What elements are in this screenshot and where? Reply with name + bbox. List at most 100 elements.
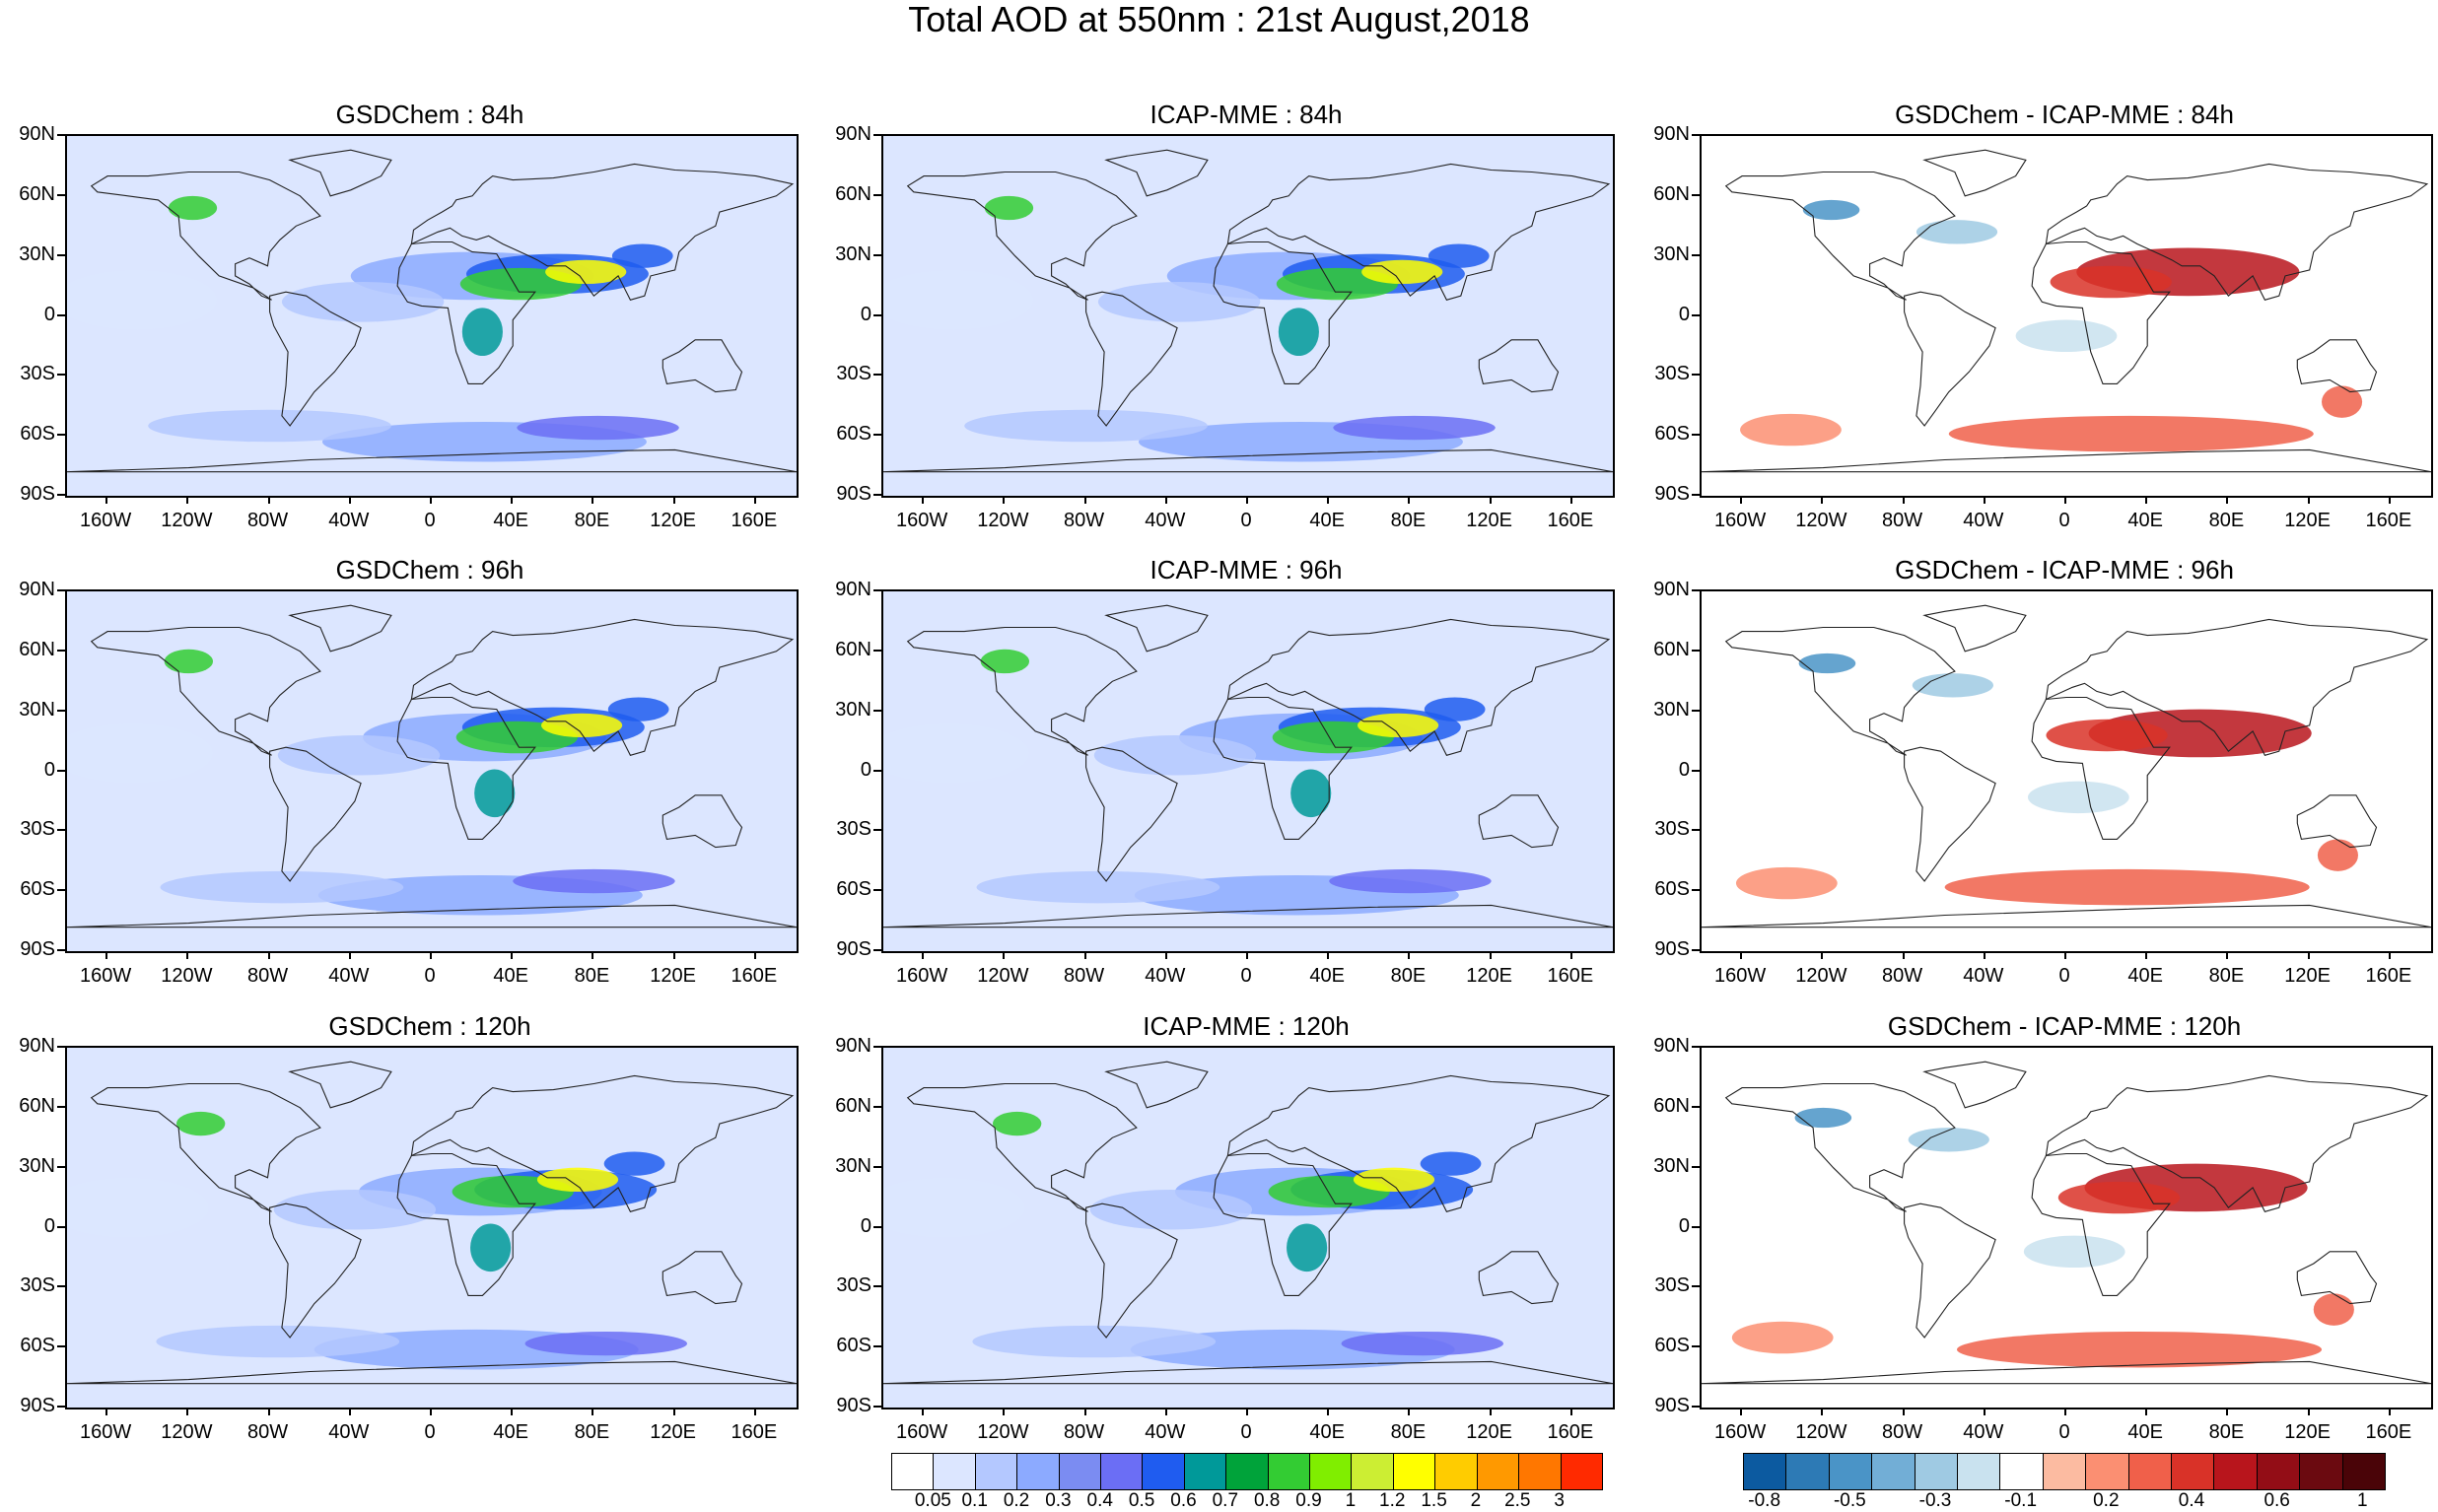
lon-tick-label: 80E bbox=[574, 1421, 610, 1443]
lon-tick bbox=[430, 496, 432, 504]
lat-tick bbox=[57, 1225, 65, 1228]
colorbar-label: 0.6 bbox=[2264, 1490, 2290, 1511]
colorbar-label: 0.9 bbox=[1295, 1490, 1322, 1511]
lat-tick bbox=[57, 889, 65, 892]
aod-plume bbox=[461, 308, 503, 357]
lon-tick-label: 120W bbox=[1795, 510, 1847, 531]
lon-tick bbox=[105, 496, 108, 504]
lon-tick bbox=[1489, 496, 1492, 504]
lon-tick-label: 120E bbox=[650, 510, 697, 531]
colorbar-label: 1.2 bbox=[1379, 1490, 1406, 1511]
lat-tick bbox=[1692, 1165, 1700, 1168]
lon-tick bbox=[2226, 496, 2229, 504]
lon-tick-label: 160W bbox=[1713, 965, 1767, 987]
map-canvas bbox=[67, 1048, 797, 1408]
coastline bbox=[1085, 291, 1178, 427]
lat-tick-label: 90S bbox=[836, 938, 871, 960]
lon-tick-label: 0 bbox=[2058, 510, 2070, 531]
coastline bbox=[1922, 149, 2027, 197]
lat-tick-label: 0 bbox=[860, 1214, 871, 1237]
lon-tick bbox=[1003, 1408, 1006, 1415]
aod-plume bbox=[883, 1177, 1025, 1238]
lat-tick bbox=[873, 1406, 881, 1408]
aod-plume bbox=[1290, 769, 1332, 818]
lat-tick bbox=[873, 374, 881, 377]
lon-tick bbox=[1327, 951, 1330, 959]
coastline bbox=[1724, 1082, 1956, 1212]
lat-tick-label: 30S bbox=[836, 1274, 871, 1297]
lat-tick bbox=[873, 769, 881, 772]
aod-plume bbox=[976, 870, 1220, 904]
coastline bbox=[1478, 1251, 1560, 1305]
lon-tick bbox=[1083, 496, 1086, 504]
lon-tick-label: 120W bbox=[977, 1421, 1029, 1443]
lon-tick-label: 120E bbox=[1466, 1421, 1513, 1443]
aod-plume bbox=[513, 868, 675, 894]
colorbar-label: 0.5 bbox=[1128, 1490, 1155, 1511]
coastline bbox=[2296, 1251, 2378, 1305]
map-canvas bbox=[1702, 1048, 2431, 1408]
lat-tick-label: 30S bbox=[1654, 818, 1690, 841]
lat-tick-label: 60N bbox=[19, 638, 55, 660]
coastline bbox=[1922, 604, 2027, 653]
lon-tick bbox=[1003, 951, 1006, 959]
aod-map-panel bbox=[881, 589, 1615, 953]
aod-plume bbox=[1329, 868, 1492, 894]
lon-tick bbox=[2226, 1408, 2229, 1415]
colorbar-label: -0.8 bbox=[1748, 1490, 1781, 1511]
lon-tick-label: 160W bbox=[79, 965, 132, 987]
lon-tick bbox=[753, 1408, 756, 1415]
aod-plume bbox=[1089, 1189, 1253, 1230]
lat-tick bbox=[873, 1225, 881, 1228]
lat-tick-label: 60S bbox=[20, 423, 55, 446]
lon-tick-label: 80E bbox=[574, 965, 610, 987]
lat-tick-label: 90S bbox=[20, 1395, 55, 1416]
lon-tick-label: 120E bbox=[650, 965, 697, 987]
aod-plume bbox=[2050, 265, 2172, 299]
lon-tick bbox=[186, 951, 189, 959]
lon-tick bbox=[2064, 1408, 2066, 1415]
lat-tick-label: 30S bbox=[20, 818, 55, 841]
colorbar-label: 0.6 bbox=[1170, 1490, 1197, 1511]
lat-tick bbox=[57, 1105, 65, 1108]
map-canvas bbox=[883, 136, 1613, 496]
lon-tick bbox=[2388, 951, 2391, 959]
coastline bbox=[396, 241, 536, 384]
lon-tick-label: 0 bbox=[2058, 1421, 2070, 1443]
lon-tick bbox=[186, 1408, 189, 1415]
lat-tick-label: 30S bbox=[1654, 363, 1690, 385]
aod-plume bbox=[1353, 1167, 1435, 1192]
lon-tick-label: 40E bbox=[1309, 510, 1346, 531]
aod-plume bbox=[1948, 415, 2314, 452]
colorbar-swatch bbox=[2214, 1454, 2258, 1489]
lat-tick bbox=[57, 1345, 65, 1348]
lat-tick-label: 30N bbox=[1653, 698, 1690, 721]
coastline bbox=[883, 904, 1613, 928]
colorbar-swatch bbox=[1958, 1454, 2001, 1489]
aod-plume bbox=[1097, 282, 1261, 322]
lon-tick-label: 160W bbox=[1713, 510, 1767, 531]
lat-tick-label: 60N bbox=[835, 182, 871, 205]
lat-tick bbox=[1692, 1406, 1700, 1408]
colorbar-swatch bbox=[2000, 1454, 2044, 1489]
lon-tick bbox=[753, 951, 756, 959]
lon-tick-label: 40W bbox=[1145, 1421, 1186, 1443]
lat-tick bbox=[873, 434, 881, 437]
lon-tick-label: 120E bbox=[2284, 1421, 2332, 1443]
lon-tick bbox=[267, 496, 270, 504]
lon-tick bbox=[430, 1408, 432, 1415]
lon-tick-label: 80W bbox=[1063, 510, 1105, 531]
aod-plume bbox=[1361, 259, 1443, 285]
colorbar-swatch bbox=[1915, 1454, 1959, 1489]
lon-tick-label: 0 bbox=[424, 1421, 436, 1443]
coastline bbox=[2031, 1152, 2171, 1296]
colorbar-label: 0.1 bbox=[961, 1490, 988, 1511]
lon-tick bbox=[672, 496, 675, 504]
lon-tick bbox=[753, 496, 756, 504]
coastline bbox=[269, 291, 362, 427]
lon-tick bbox=[592, 1408, 594, 1415]
coastline bbox=[1702, 904, 2431, 928]
lat-tick bbox=[1692, 709, 1700, 712]
coastline bbox=[1904, 1203, 1996, 1339]
lat-tick bbox=[873, 494, 881, 496]
